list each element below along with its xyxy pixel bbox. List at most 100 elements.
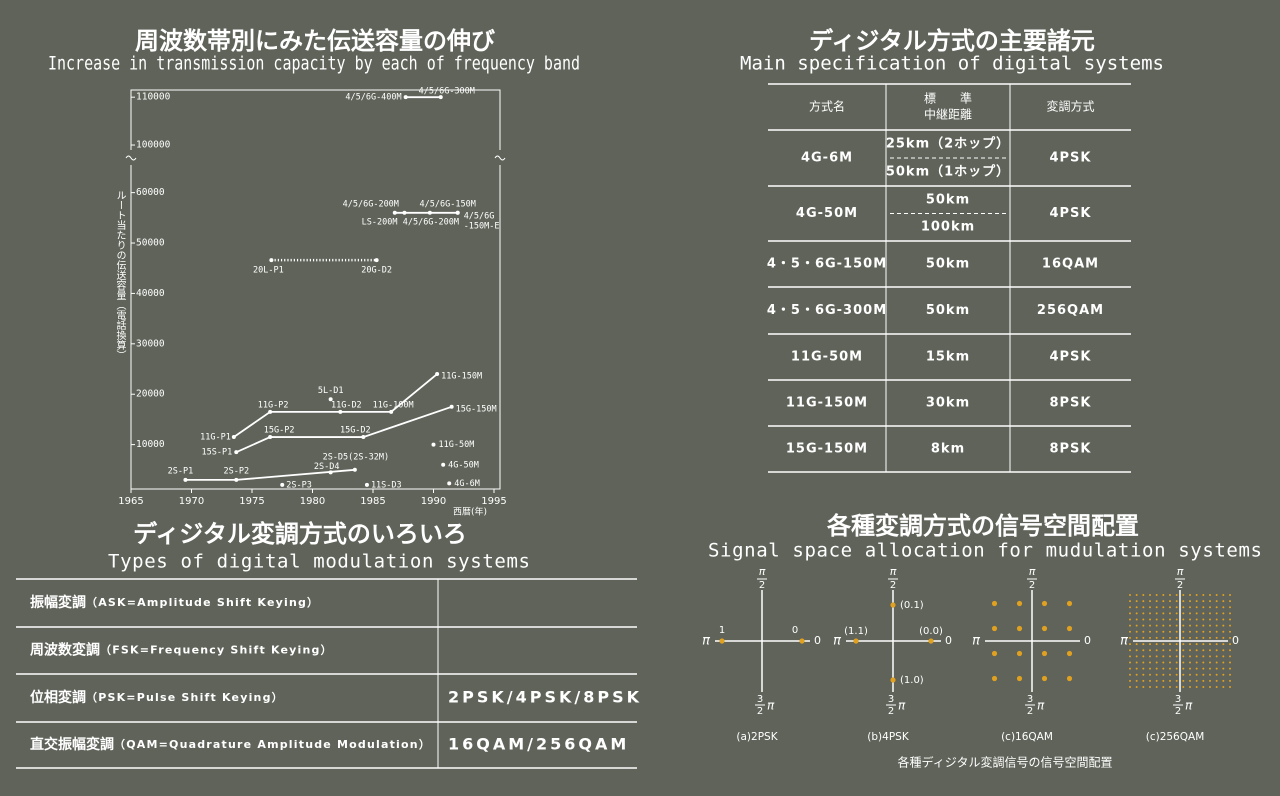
signal-point bbox=[1041, 600, 1048, 607]
point-label: 1 bbox=[719, 625, 725, 636]
signal-point bbox=[1215, 655, 1218, 658]
three-bottom: 3 bbox=[1175, 694, 1181, 705]
signal-point bbox=[1142, 679, 1145, 682]
pi-left: π bbox=[1120, 634, 1128, 649]
table-cell: 4G-6M bbox=[801, 151, 853, 166]
header-cell: 方式名 bbox=[809, 99, 845, 114]
signal-point bbox=[1229, 649, 1231, 652]
signal-point bbox=[1066, 625, 1073, 632]
signal-point bbox=[1142, 673, 1145, 676]
point-label: 11G-50M bbox=[439, 440, 475, 450]
signal-point bbox=[1222, 618, 1225, 621]
signal-point bbox=[1195, 624, 1198, 627]
signal-point bbox=[1222, 661, 1225, 664]
signal-point bbox=[1189, 624, 1191, 627]
signal-point bbox=[1169, 636, 1171, 639]
capacity-line bbox=[235, 405, 452, 453]
data-point bbox=[361, 435, 366, 440]
signal-point bbox=[1016, 650, 1023, 657]
data-point bbox=[234, 450, 239, 455]
data-point bbox=[431, 442, 436, 447]
signal-point bbox=[1195, 630, 1198, 633]
signal-point bbox=[1189, 636, 1191, 639]
caption: (c)16QAM bbox=[1001, 731, 1053, 743]
table-cell: 4PSK bbox=[1049, 151, 1091, 166]
signal-point bbox=[1142, 594, 1145, 596]
signal-point bbox=[1175, 636, 1178, 639]
table-cell: 50km bbox=[926, 257, 970, 272]
table-cell: 30km bbox=[926, 396, 970, 411]
point-label: LS-200M bbox=[362, 217, 398, 227]
signal-point bbox=[1155, 673, 1158, 676]
signal-point bbox=[1189, 649, 1191, 652]
signal-point bbox=[1175, 667, 1178, 670]
point-label: 4G-50M bbox=[448, 460, 479, 470]
signal-point bbox=[1209, 624, 1211, 627]
header-cell: 変調方式 bbox=[1046, 99, 1094, 114]
x-tick-label: 1990 bbox=[421, 496, 446, 507]
header-cell: 標 準 bbox=[924, 91, 972, 106]
data-point bbox=[403, 95, 408, 100]
data-point bbox=[328, 470, 333, 475]
table-cell: 15km bbox=[926, 350, 970, 365]
signal-point bbox=[1182, 600, 1185, 603]
pi-bottom: π bbox=[1037, 699, 1045, 713]
data-point bbox=[427, 210, 432, 215]
signal-point bbox=[1182, 624, 1185, 627]
signal-point bbox=[1209, 667, 1211, 670]
signal-point bbox=[1135, 649, 1138, 652]
two-top: 2 bbox=[1029, 580, 1035, 591]
data-point bbox=[374, 258, 379, 263]
signal-point bbox=[1182, 661, 1185, 664]
data-point bbox=[438, 95, 443, 100]
signal-point bbox=[1129, 612, 1131, 615]
signal-point bbox=[853, 638, 859, 644]
signal-point bbox=[1142, 649, 1145, 652]
signal-point bbox=[1155, 655, 1158, 658]
signal-point bbox=[1189, 655, 1191, 658]
type-detail: （ASK=Amplitude Shift Keying） bbox=[86, 596, 319, 609]
type-name: 振幅変調 bbox=[30, 594, 86, 611]
signal-point bbox=[1135, 667, 1138, 670]
signal-point bbox=[1229, 679, 1231, 682]
signal-point bbox=[1215, 612, 1218, 615]
signal-point bbox=[1135, 618, 1138, 621]
signal-point bbox=[1162, 667, 1165, 670]
two-bottom: 2 bbox=[888, 706, 894, 717]
signal-subtitle: Signal space allocation for mudulation s… bbox=[708, 540, 1262, 562]
type-name: 直交振幅変調 bbox=[30, 736, 114, 753]
data-point bbox=[402, 210, 407, 215]
point-label: 11G-P1 bbox=[200, 433, 231, 443]
signal-point bbox=[1222, 624, 1225, 627]
signal-point bbox=[1041, 625, 1048, 632]
y-axis-label: ルート当たりの伝送容量（電話換算） bbox=[114, 190, 126, 360]
signal-point bbox=[1195, 679, 1198, 682]
signal-point bbox=[1229, 600, 1231, 603]
signal-point bbox=[1162, 630, 1165, 633]
signal-point bbox=[1175, 655, 1178, 658]
signal-point bbox=[1202, 673, 1205, 676]
table-cell: 4PSK bbox=[1049, 350, 1091, 365]
y-tick-label: 100000 bbox=[136, 140, 171, 151]
signal-point bbox=[1142, 661, 1145, 664]
two-bottom: 2 bbox=[1027, 706, 1033, 717]
type-detail: （PSK=Pulse Shift Keying） bbox=[86, 691, 284, 704]
signal-point bbox=[1189, 661, 1191, 664]
signal-point bbox=[1222, 606, 1225, 609]
signal-point bbox=[1155, 667, 1158, 670]
point-label: 11G-D2 bbox=[331, 400, 362, 410]
signal-point bbox=[1129, 630, 1131, 633]
type-detail: （FSK=Frequency Shift Keying） bbox=[100, 644, 333, 657]
signal-point bbox=[1215, 624, 1218, 627]
signal-point bbox=[1175, 594, 1178, 596]
signal-point bbox=[991, 600, 998, 607]
signal-point bbox=[1215, 594, 1218, 596]
signal-point bbox=[1149, 649, 1151, 652]
signal-point bbox=[1149, 600, 1151, 603]
signal-footer: 各種ディジタル変調信号の信号空間配置 bbox=[898, 755, 1113, 770]
point-label: 4/5/6G-200M bbox=[403, 217, 459, 227]
signal-point bbox=[1175, 673, 1178, 676]
signal-point bbox=[1175, 630, 1178, 633]
chart-frame bbox=[130, 89, 501, 490]
